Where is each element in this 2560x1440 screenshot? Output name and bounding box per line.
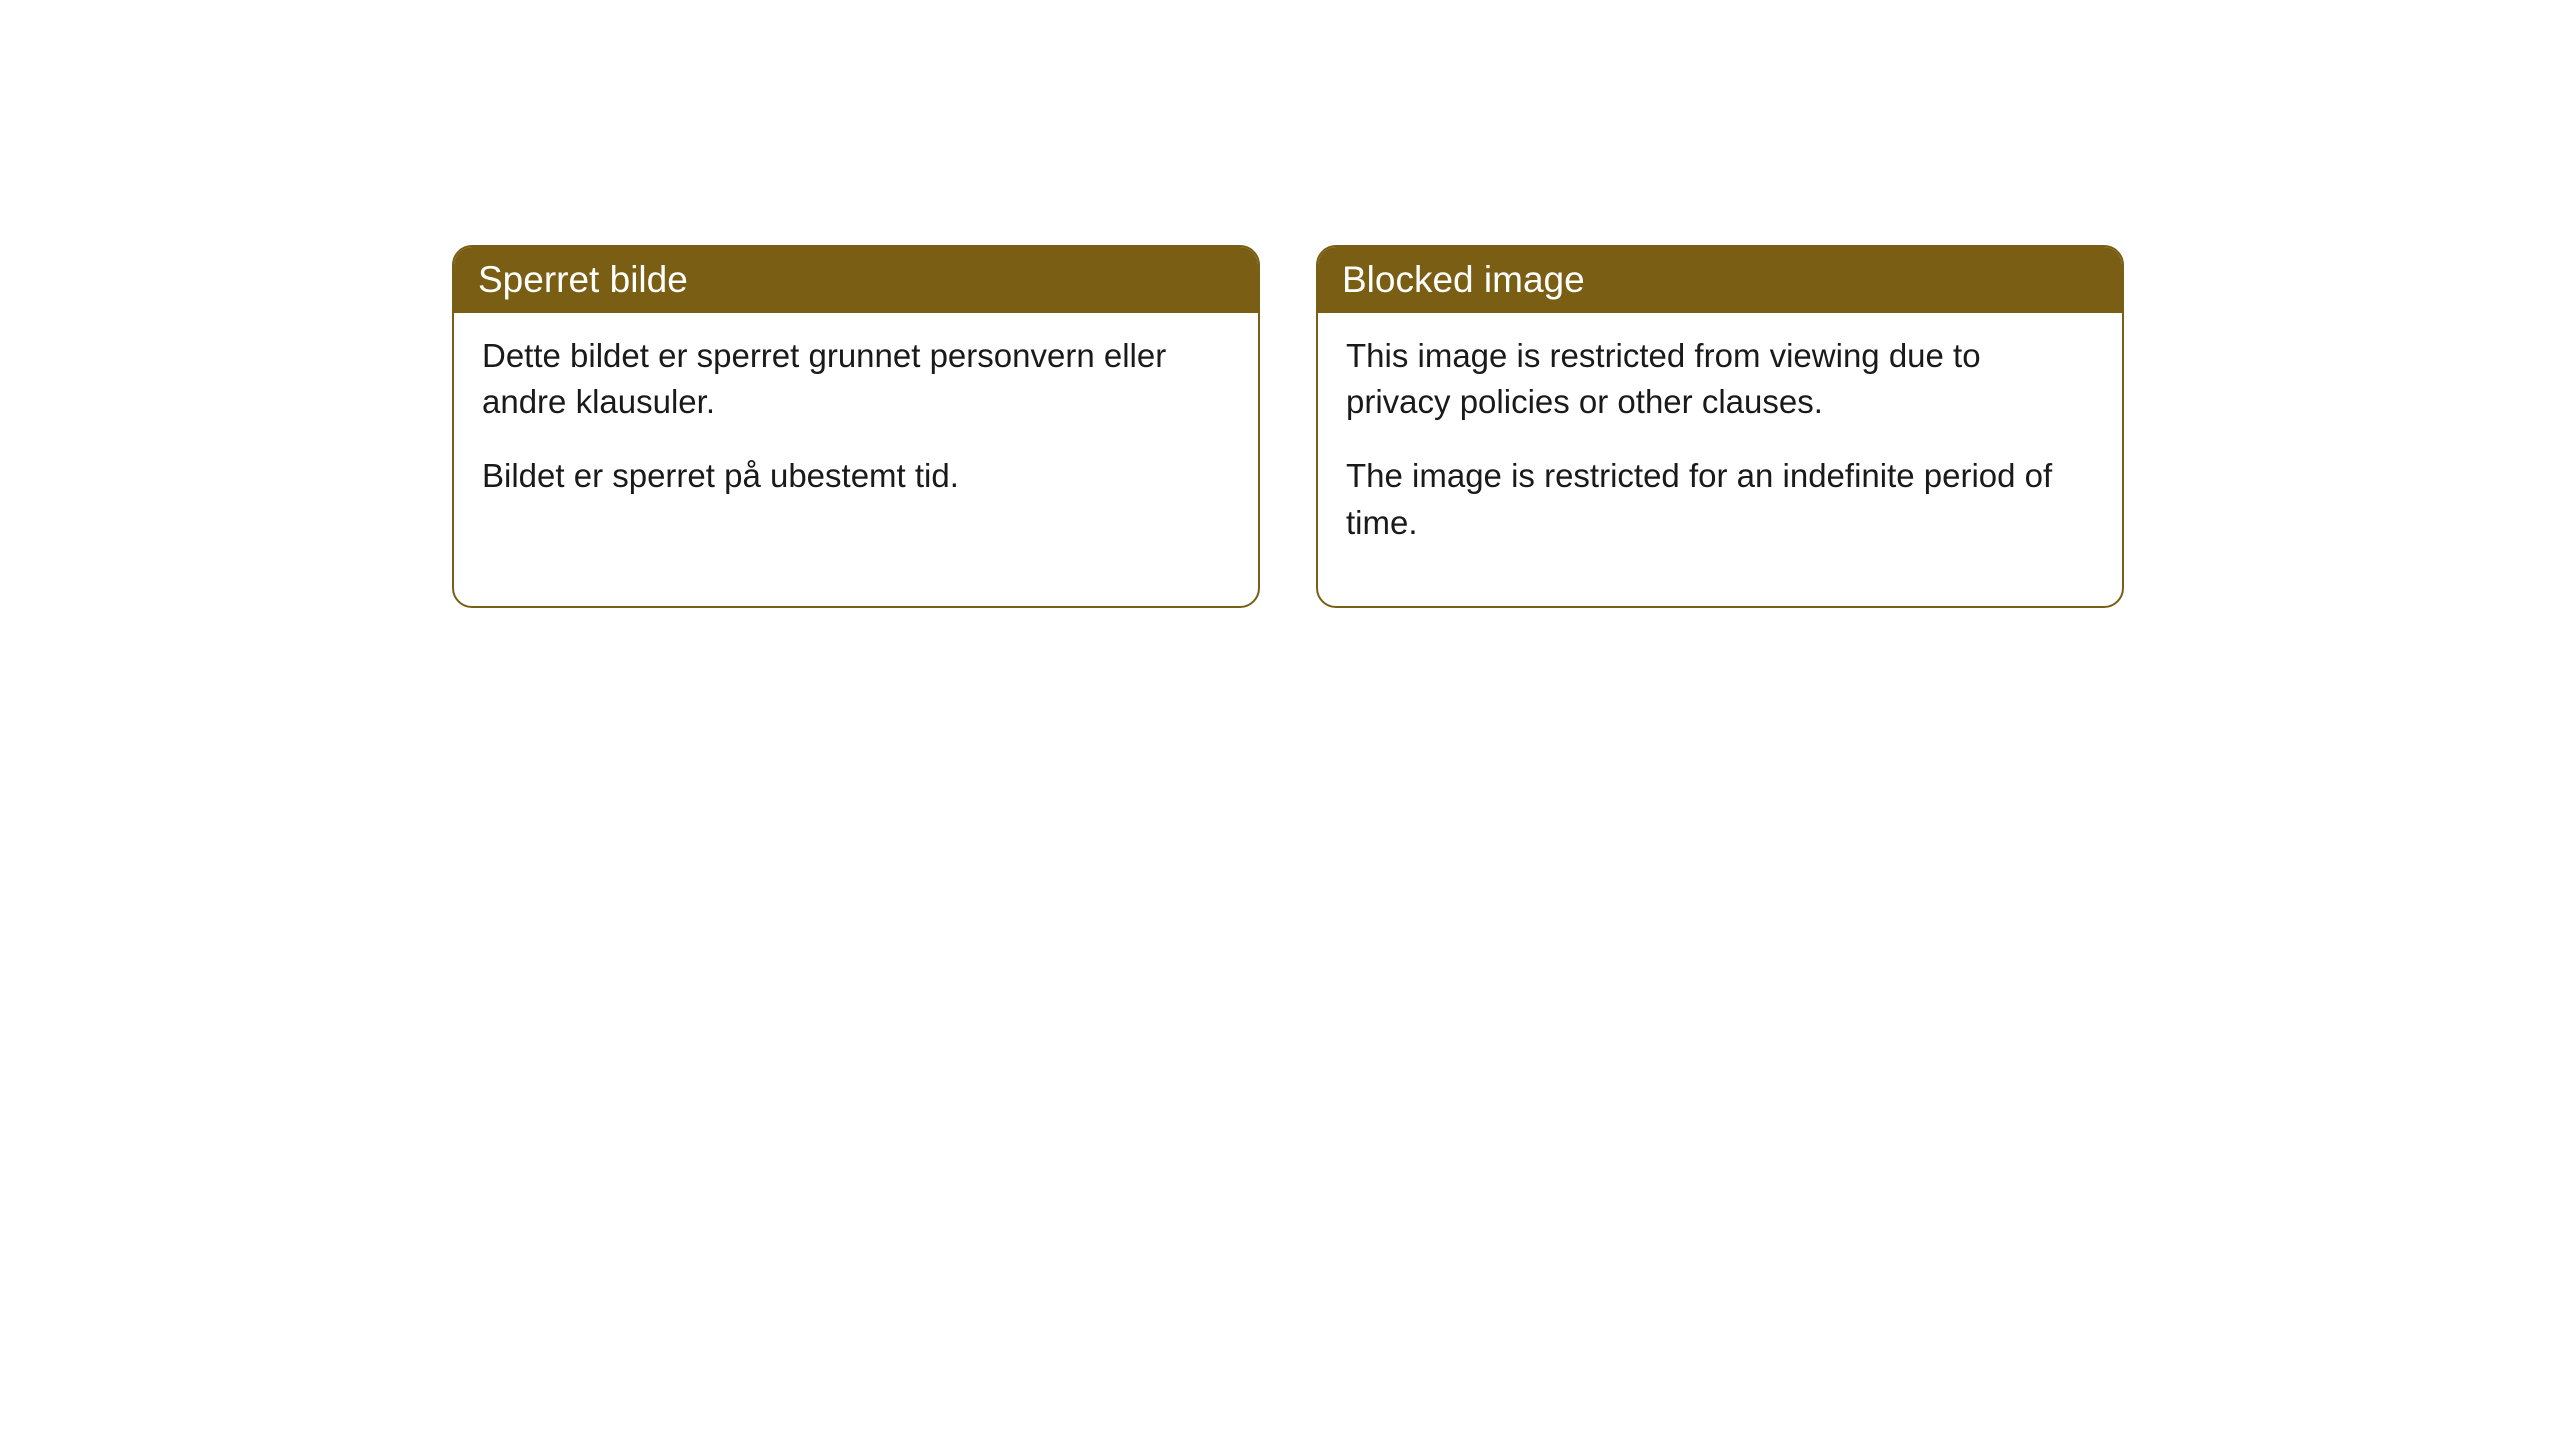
card-header-english: Blocked image [1318, 247, 2122, 313]
card-norwegian: Sperret bilde Dette bildet er sperret gr… [452, 245, 1260, 608]
card-header-norwegian: Sperret bilde [454, 247, 1258, 313]
card-paragraph1-english: This image is restricted from viewing du… [1346, 333, 2094, 425]
cards-container: Sperret bilde Dette bildet er sperret gr… [452, 245, 2560, 608]
card-body-norwegian: Dette bildet er sperret grunnet personve… [454, 313, 1258, 560]
card-english: Blocked image This image is restricted f… [1316, 245, 2124, 608]
card-paragraph2-english: The image is restricted for an indefinit… [1346, 453, 2094, 545]
card-paragraph2-norwegian: Bildet er sperret på ubestemt tid. [482, 453, 1230, 499]
card-title-norwegian: Sperret bilde [478, 259, 688, 300]
card-body-english: This image is restricted from viewing du… [1318, 313, 2122, 606]
card-title-english: Blocked image [1342, 259, 1585, 300]
card-paragraph1-norwegian: Dette bildet er sperret grunnet personve… [482, 333, 1230, 425]
